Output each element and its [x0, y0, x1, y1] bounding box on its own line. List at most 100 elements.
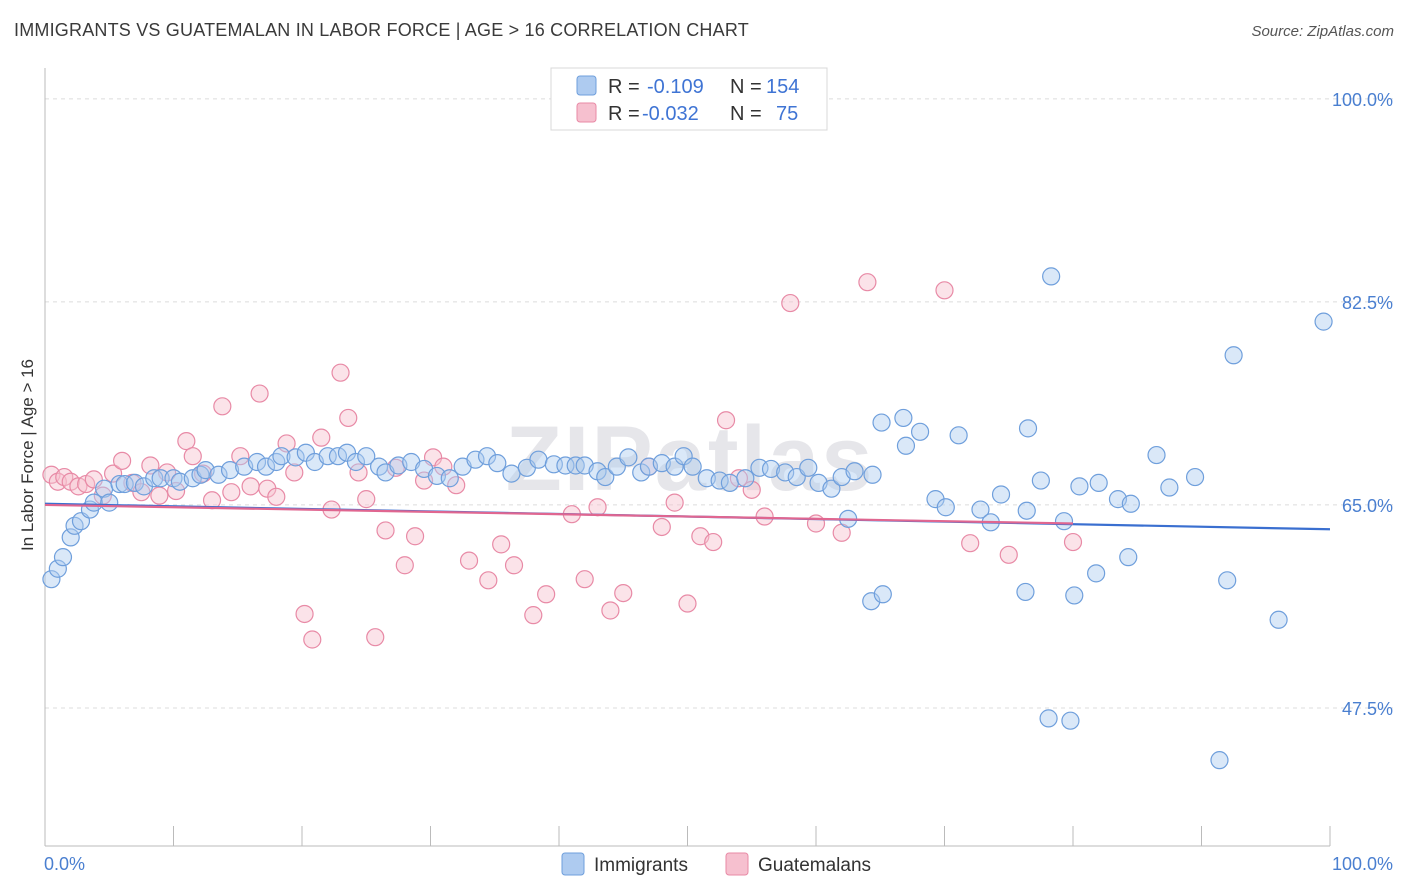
- guatemalans-point: [241, 477, 260, 496]
- immigrants-point: [873, 585, 892, 604]
- immigrants-point: [845, 462, 864, 481]
- immigrants-point: [53, 548, 73, 567]
- legend-n-value-guatemalans: 75: [776, 103, 798, 125]
- legend-n-label-1: N =: [730, 76, 762, 98]
- guatemalans-point: [729, 469, 749, 488]
- guatemalans-point: [112, 451, 132, 470]
- immigrants-point: [971, 500, 990, 519]
- x-tick-labels: 0.0% 100.0%: [44, 854, 1393, 874]
- guatemalans-point: [357, 490, 376, 509]
- guatemalans-trend-line: [44, 503, 1074, 525]
- guatemalans-point: [492, 535, 511, 554]
- guatemalans-point: [806, 514, 826, 533]
- y-tick-label: 100.0%: [1332, 90, 1393, 110]
- immigrants-point: [488, 454, 507, 473]
- immigrants-point: [247, 452, 267, 472]
- immigrants-point: [1147, 445, 1166, 465]
- legend-r-label-1: R =: [608, 76, 640, 98]
- immigrants-point: [256, 457, 276, 476]
- chart-title: IMMIGRANTS VS GUATEMALAN IN LABOR FORCE …: [14, 20, 749, 40]
- immigrants-point: [1210, 751, 1229, 770]
- guatemalans-point: [104, 464, 123, 483]
- immigrants-point: [736, 469, 755, 488]
- guatemalans-point: [999, 545, 1018, 564]
- guatemalans-point: [395, 556, 414, 575]
- immigrants-point: [862, 592, 881, 611]
- guatemalans-point: [961, 534, 980, 553]
- immigrants-point: [910, 422, 930, 441]
- immigrants-point: [1016, 582, 1035, 602]
- y-tick-label: 65.0%: [1342, 496, 1393, 516]
- trend-lines: [44, 502, 1331, 531]
- immigrants-point: [1065, 586, 1084, 605]
- guatemalans-point: [524, 606, 543, 625]
- immigrants-point: [665, 457, 684, 476]
- immigrants-point: [466, 450, 485, 469]
- legend-swatch-immigrants: [576, 75, 597, 96]
- immigrants-point: [145, 469, 164, 488]
- immigrants-point: [1160, 478, 1179, 497]
- guatemalans-point: [755, 507, 774, 526]
- guatemalans-point: [222, 483, 241, 502]
- guatemalans-point: [405, 527, 425, 546]
- y-tick-label: 47.5%: [1342, 699, 1393, 719]
- guatemalans-point: [781, 293, 800, 313]
- immigrants-point: [1269, 610, 1288, 629]
- immigrants-point: [761, 459, 781, 479]
- y-tick-label: 82.5%: [1342, 293, 1393, 313]
- guatemalans-point: [339, 408, 358, 428]
- bottom-legend-immigrants: Immigrants: [594, 855, 688, 876]
- guatemalans-point: [177, 432, 196, 451]
- guatemalans-point: [183, 447, 202, 466]
- immigrants-point: [1070, 477, 1089, 496]
- y-axis-label: In Labor Force | Age > 16: [18, 359, 37, 551]
- guatemalans-point: [716, 411, 736, 430]
- guatemalans-point: [366, 628, 385, 647]
- guatemalans-point: [331, 363, 350, 382]
- immigrants-point: [1121, 494, 1140, 513]
- immigrants-point: [1314, 312, 1333, 331]
- immigrants-point: [1119, 548, 1138, 567]
- legend-n-value-immigrants: 154: [766, 76, 799, 98]
- immigrants-point: [110, 474, 129, 494]
- guatemalans-point: [459, 551, 479, 570]
- immigrants-point: [596, 467, 615, 487]
- immigrants-point: [674, 447, 693, 466]
- immigrants-point: [556, 456, 575, 475]
- immigrants-point: [151, 469, 170, 488]
- immigrants-point: [1031, 471, 1050, 490]
- immigrants-point: [42, 570, 61, 589]
- immigrants-point: [936, 498, 955, 517]
- guatemalans-point: [285, 463, 304, 482]
- immigrants-point: [502, 464, 521, 483]
- axes: [44, 68, 1331, 847]
- bottom-legend-swatch-immigrants: [561, 852, 585, 876]
- guatemalans-point: [935, 281, 954, 300]
- bottom-legend: Immigrants Guatemalans: [561, 852, 871, 876]
- guatemalans-point: [376, 521, 395, 540]
- guatemalans-point: [434, 457, 453, 476]
- x-tick-label: 0.0%: [44, 854, 85, 874]
- immigrants-point: [894, 408, 913, 428]
- guatemalans-point: [447, 476, 466, 495]
- immigrants-point: [357, 447, 376, 466]
- guatemalans-point: [349, 463, 368, 482]
- guatemalans-point: [588, 498, 607, 517]
- guatemalans-point: [150, 486, 169, 505]
- immigrants-point: [48, 559, 67, 578]
- immigrants-point: [318, 447, 337, 466]
- immigrants-point: [799, 458, 818, 477]
- legend-r-value-immigrants: -0.109: [647, 76, 704, 98]
- immigrants-point: [346, 452, 366, 472]
- immigrants-point: [683, 457, 702, 476]
- guatemalans-point: [665, 493, 684, 512]
- guatemalans-point: [678, 594, 697, 613]
- immigrants-point: [61, 528, 80, 547]
- immigrants-point: [1089, 473, 1108, 492]
- guatemalans-point: [84, 470, 103, 489]
- guatemalans-point: [213, 397, 232, 416]
- immigrants-point: [1061, 711, 1080, 730]
- guatemalans-point: [303, 630, 322, 649]
- immigrants-point: [872, 413, 891, 432]
- immigrants-point: [477, 447, 497, 466]
